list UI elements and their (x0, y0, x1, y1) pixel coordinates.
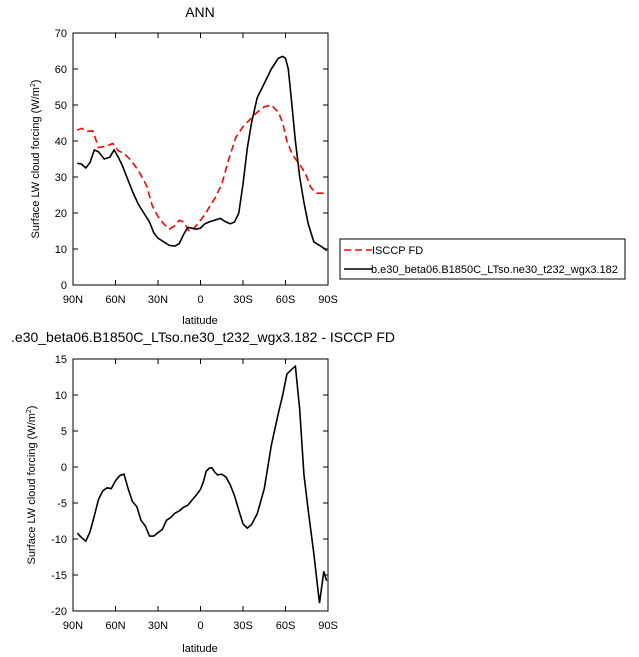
top-x-tick-label: 90S (318, 294, 338, 306)
bottom-x-tick-label: 30N (148, 620, 168, 632)
top-plot-frame (72, 32, 329, 286)
bottom-y-tick-label: 10 (55, 390, 67, 402)
bottom-y-axis-label-sup: 2 (26, 409, 33, 413)
bottom-x-ticks: 90N 60N 30N 0 30S 60S 90S (63, 359, 338, 632)
bottom-y-tick-label: 0 (61, 462, 67, 474)
top-y-tick-label: 20 (55, 208, 67, 220)
top-y-axis-label-tail: ) (30, 80, 42, 84)
top-y-axis-label: Surface LW cloud forcing (W/m2) (30, 80, 42, 239)
bottom-y-ticks: -20 -15 -10 -5 0 5 10 15 (51, 354, 328, 618)
bottom-y-axis-label-tail: ) (26, 406, 38, 410)
top-title: ANN (185, 4, 215, 20)
top-y-ticks: 0 10 20 30 40 50 60 70 (55, 28, 328, 292)
top-y-axis-label-sup: 2 (30, 83, 37, 87)
bottom-x-tick-label: 30S (233, 620, 253, 632)
top-series-model-line (77, 55, 328, 252)
bottom-x-tick-label: 60S (276, 620, 296, 632)
top-y-tick-label: 10 (55, 244, 67, 256)
bottom-series-group (76, 364, 328, 604)
bottom-y-tick-label: 15 (55, 354, 67, 366)
top-x-tick-label: 30S (233, 294, 253, 306)
top-x-tick-label: 60S (276, 294, 296, 306)
top-y-axis-label-main: Surface LW cloud forcing (W/m (30, 87, 42, 238)
top-x-ticks: 90N 60N 30N 0 30S 60S 90S (63, 33, 338, 306)
bottom-x-tick-label: 60N (105, 620, 125, 632)
top-x-tick-label: 30N (148, 294, 168, 306)
top-series-isccp-line (76, 104, 327, 232)
bottom-y-tick-label: -20 (51, 606, 67, 618)
bottom-y-axis-label-main: Surface LW cloud forcing (W/m (26, 413, 38, 564)
bottom-y-tick-label: -10 (51, 534, 67, 546)
bottom-x-axis-label: latitude (182, 643, 217, 655)
top-x-tick-label: 0 (197, 294, 203, 306)
legend-label-isccp: ISCCP FD (372, 245, 423, 257)
top-legend: ISCCP FD b.e30_beta06.B1850C_LTso.ne30_t… (339, 238, 626, 280)
bottom-x-tick-label: 0 (197, 620, 203, 632)
bottom-y-tick-label: -15 (51, 570, 67, 582)
bottom-title: .e30_beta06.B1850C_LTso.ne30_t232_wgx3.1… (11, 329, 395, 345)
top-x-tick-label: 60N (105, 294, 125, 306)
bottom-x-tick-label: 90N (63, 620, 83, 632)
top-y-tick-label: 50 (55, 100, 67, 112)
top-x-tick-label: 90N (63, 294, 83, 306)
top-y-tick-label: 0 (61, 280, 67, 292)
bottom-y-axis-label: Surface LW cloud forcing (W/m2) (26, 406, 38, 565)
top-x-axis-label: latitude (182, 315, 217, 327)
top-y-tick-label: 40 (55, 136, 67, 148)
bottom-series-difference-line (76, 364, 328, 604)
bottom-x-tick-label: 90S (318, 620, 338, 632)
top-y-tick-label: 60 (55, 64, 67, 76)
bottom-plot-frame (72, 358, 329, 612)
bottom-y-tick-label: 5 (61, 426, 67, 438)
top-y-tick-label: 70 (55, 28, 67, 40)
top-y-tick-label: 30 (55, 172, 67, 184)
top-series-group (76, 55, 328, 252)
legend-box (339, 238, 626, 280)
bottom-y-tick-label: -5 (57, 498, 67, 510)
legend-label-model: b.e30_beta06.B1850C_LTso.ne30_t232_wgx3.… (371, 264, 618, 276)
top-panel: ANN 90N 60N 30N 0 30S 60S 90S 010203040506070 … (30, 4, 626, 327)
bottom-panel: .e30_beta06.B1850C_LTso.ne30_t232_wgx3.1… (11, 329, 395, 655)
